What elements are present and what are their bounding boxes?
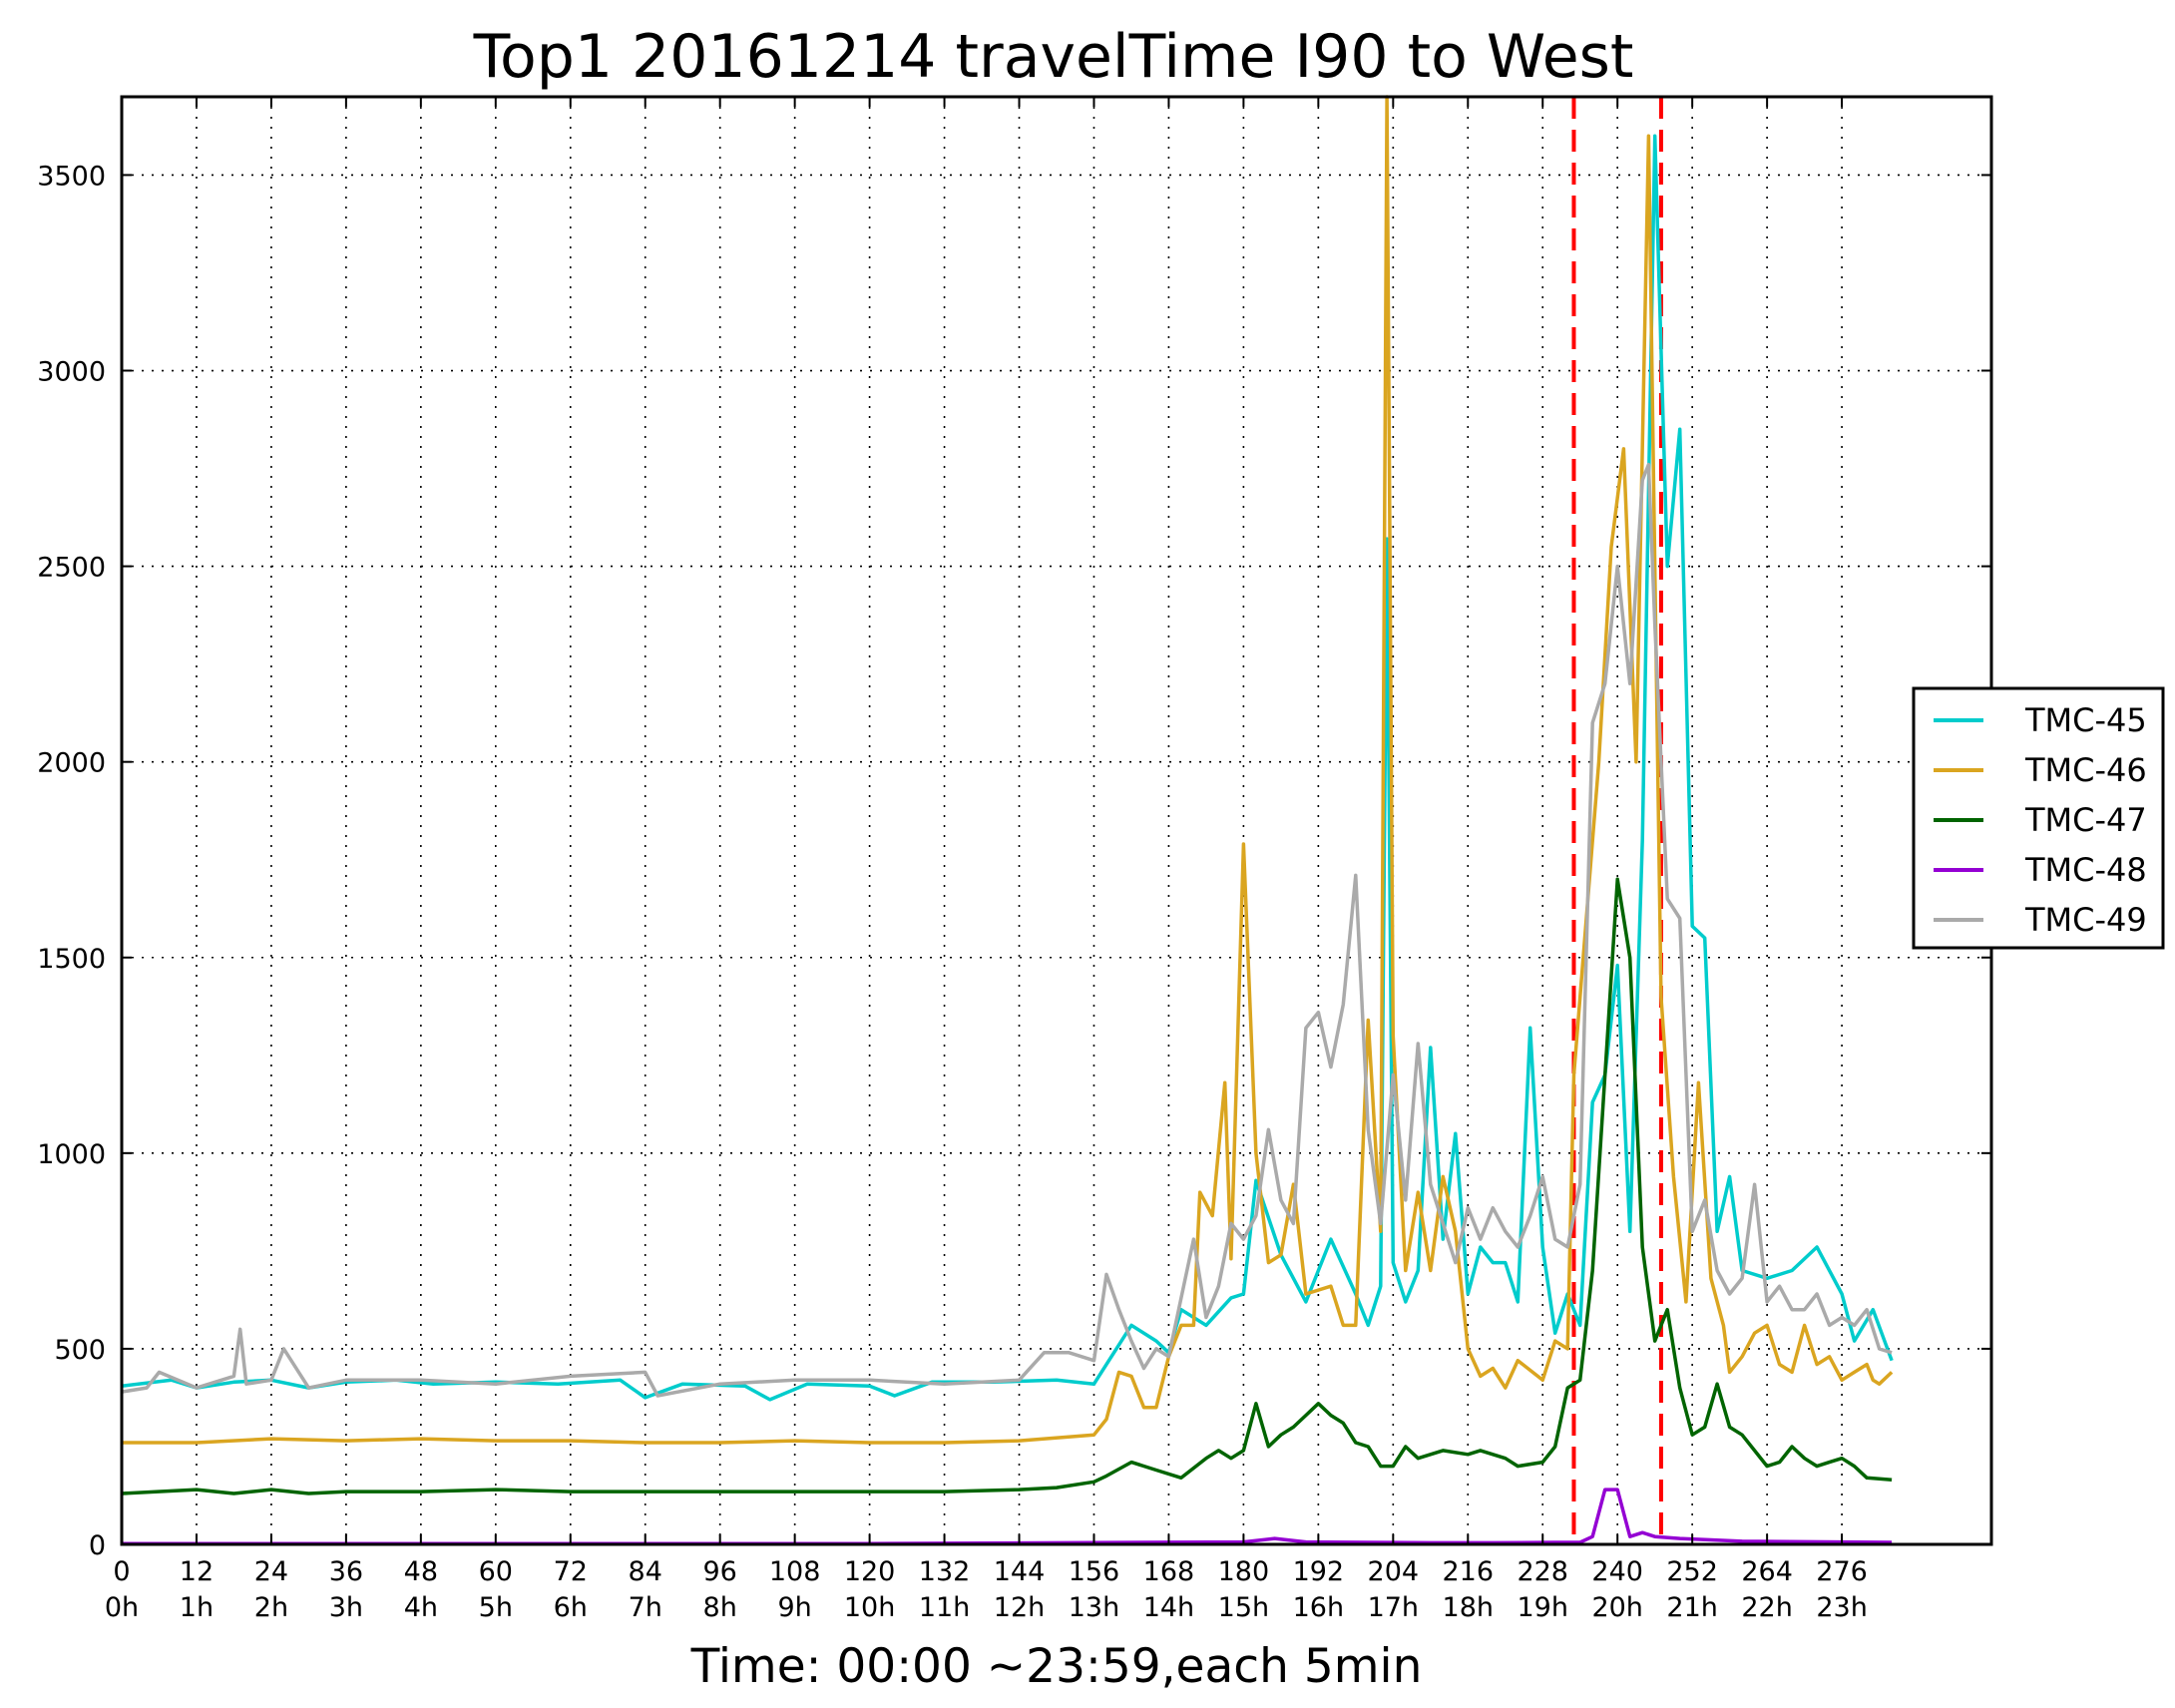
legend-label: TMC-48 — [2024, 851, 2147, 889]
x-tick-sublabel: 16h — [1293, 1592, 1344, 1623]
x-tick-label: 240 — [1591, 1556, 1643, 1587]
y-tick-label: 0 — [89, 1530, 106, 1561]
series-layer — [121, 95, 1894, 1545]
x-tick-label: 228 — [1517, 1556, 1568, 1587]
x-tick-label: 48 — [404, 1556, 438, 1587]
x-axis-label: Time: 00:00 ~23:59,each 5min — [690, 1639, 1423, 1694]
y-axis: 0 500 1000 1500 2000 2500 3000 3500 — [37, 161, 1991, 1561]
x-tick-label: 72 — [554, 1556, 588, 1587]
series-line-tmc-48 — [122, 1488, 1893, 1545]
x-tick-label: 132 — [919, 1556, 971, 1587]
x-tick-sublabel: 4h — [404, 1592, 438, 1623]
x-tick-sublabel: 0h — [105, 1592, 139, 1623]
x-tick-sublabel: 3h — [329, 1592, 363, 1623]
x-tick-label: 180 — [1218, 1556, 1270, 1587]
x-tick-sublabel: 23h — [1816, 1592, 1867, 1623]
x-tick-label: 24 — [254, 1556, 288, 1587]
legend-label: TMC-47 — [2024, 801, 2147, 839]
x-tick-sublabel: 12h — [994, 1592, 1045, 1623]
x-tick-sublabel: 8h — [703, 1592, 737, 1623]
legend-label: TMC-46 — [2024, 751, 2147, 789]
x-tick-sublabel: 15h — [1218, 1592, 1269, 1623]
x-tick-label: 0 — [113, 1556, 130, 1587]
x-tick-label: 36 — [329, 1556, 363, 1587]
x-tick-sublabel: 11h — [919, 1592, 970, 1623]
x-tick-label: 168 — [1143, 1556, 1195, 1587]
x-tick-sublabel: 14h — [1143, 1592, 1194, 1623]
x-tick-sublabel: 6h — [554, 1592, 588, 1623]
x-tick-sublabel: 10h — [844, 1592, 895, 1623]
series-line-tmc-47 — [121, 877, 1893, 1495]
x-tick-label: 84 — [629, 1556, 662, 1587]
x-tick-sublabel: 19h — [1518, 1592, 1568, 1623]
x-tick-sublabel: 17h — [1368, 1592, 1419, 1623]
x-tick-sublabel: 7h — [629, 1592, 662, 1623]
x-tick-label: 204 — [1368, 1556, 1420, 1587]
x-tick-sublabel: 13h — [1069, 1592, 1119, 1623]
y-tick-label: 1500 — [37, 944, 106, 975]
x-tick-label: 156 — [1069, 1556, 1120, 1587]
x-tick-label: 144 — [994, 1556, 1046, 1587]
x-tick-sublabel: 2h — [254, 1592, 288, 1623]
x-tick-label: 120 — [844, 1556, 896, 1587]
y-tick-label: 2500 — [37, 553, 106, 584]
x-tick-sublabel: 1h — [180, 1592, 214, 1623]
x-tick-label: 60 — [479, 1556, 513, 1587]
y-tick-label: 2000 — [37, 748, 106, 779]
x-tick-sublabel: 5h — [479, 1592, 513, 1623]
series-line-tmc-49 — [121, 462, 1893, 1398]
x-tick-label: 264 — [1741, 1556, 1793, 1587]
x-axis: 0 0h 12 1h 24 2h 36 3h 48 4h 60 5h 72 6h 84 7h 96 8h 108 9h… — [105, 97, 1868, 1623]
x-tick-sublabel: 20h — [1591, 1592, 1642, 1623]
y-tick-label: 1000 — [37, 1139, 106, 1170]
series-line-tmc-46 — [122, 95, 1894, 1445]
x-tick-sublabel: 9h — [777, 1592, 811, 1623]
x-tick-sublabel: 22h — [1741, 1592, 1792, 1623]
x-tick-label: 192 — [1293, 1556, 1345, 1587]
y-tick-label: 500 — [54, 1335, 106, 1366]
x-tick-label: 108 — [769, 1556, 821, 1587]
x-tick-label: 216 — [1443, 1556, 1495, 1587]
x-tick-label: 12 — [180, 1556, 214, 1587]
x-tick-sublabel: 21h — [1666, 1592, 1717, 1623]
chart-title: Top1 20161214 travelTime I90 to West — [473, 22, 1634, 92]
x-tick-label: 96 — [703, 1556, 737, 1587]
y-tick-label: 3000 — [37, 357, 106, 388]
y-tick-label: 3500 — [37, 161, 106, 192]
x-tick-label: 276 — [1816, 1556, 1868, 1587]
x-tick-sublabel: 18h — [1443, 1592, 1494, 1623]
legend-label: TMC-45 — [2024, 701, 2147, 739]
grid — [121, 97, 1991, 1544]
legend: TMC-45 TMC-46 TMC-47 TMC-48 TMC-49 — [1912, 686, 2165, 950]
legend-label: TMC-49 — [2024, 901, 2147, 939]
x-tick-label: 252 — [1666, 1556, 1718, 1587]
